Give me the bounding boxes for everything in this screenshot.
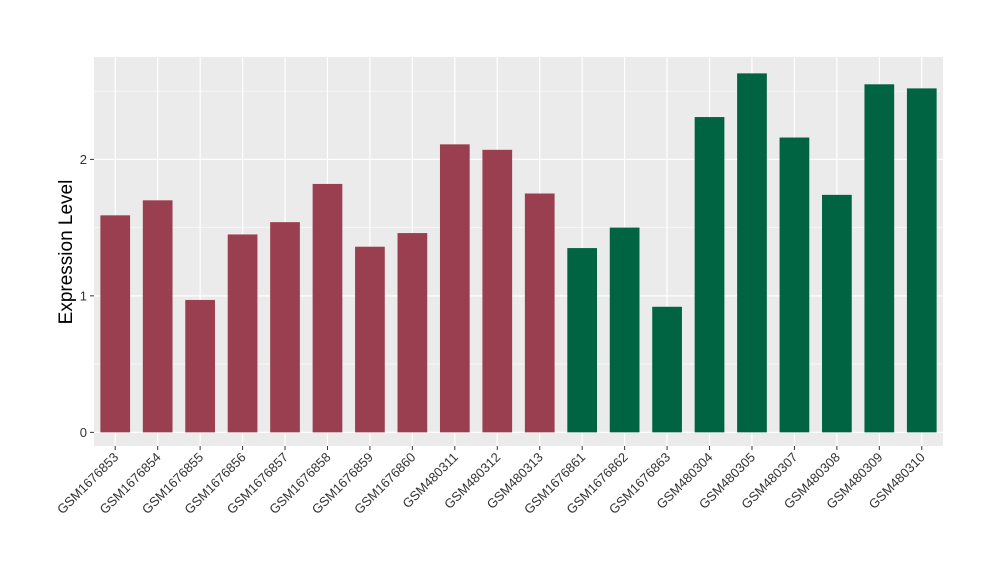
- bar: [779, 137, 810, 433]
- bar: [482, 149, 513, 433]
- bar: [737, 73, 767, 433]
- bar: [397, 233, 428, 433]
- bar: [652, 306, 682, 433]
- bar: [100, 215, 131, 433]
- y-axis-title: Expression Level: [56, 180, 77, 325]
- bar: [185, 299, 215, 433]
- bar: [312, 183, 343, 433]
- bar: [567, 248, 598, 433]
- bar: [524, 193, 555, 433]
- y-axis: 0 1 2: [80, 152, 94, 440]
- bar: [270, 222, 300, 433]
- bar: [694, 117, 725, 433]
- bar: [227, 234, 258, 433]
- bars: [100, 73, 937, 433]
- bar: [609, 227, 640, 433]
- y-tick-label: 2: [80, 152, 87, 167]
- bar: [864, 84, 895, 433]
- bar: [439, 144, 470, 433]
- y-tick-label: 0: [80, 425, 87, 440]
- bar: [906, 88, 937, 433]
- y-tick-label: 1: [80, 288, 87, 303]
- x-axis: GSM1676853GSM1676854GSM1676855GSM1676856…: [54, 446, 928, 517]
- bar: [822, 194, 852, 433]
- bar: [142, 200, 173, 433]
- plot-panel: [94, 57, 943, 446]
- bar: [355, 246, 385, 433]
